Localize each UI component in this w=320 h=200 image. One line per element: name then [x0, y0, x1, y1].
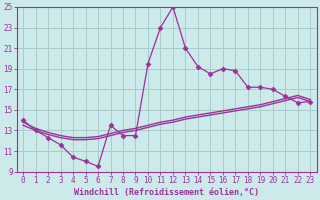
X-axis label: Windchill (Refroidissement éolien,°C): Windchill (Refroidissement éolien,°C): [74, 188, 259, 197]
